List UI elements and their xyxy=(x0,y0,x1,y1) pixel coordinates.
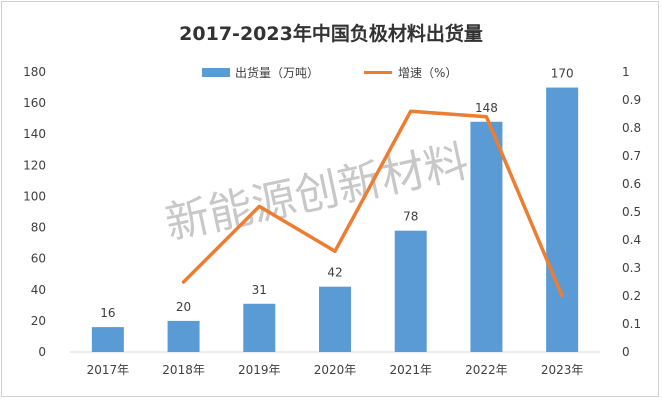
growth-line xyxy=(181,109,564,298)
y-left-tick-label: 120 xyxy=(23,158,46,172)
y-right-tick-label: 0.1 xyxy=(622,317,641,331)
y-right-tick-label: 0 xyxy=(622,345,630,359)
x-tick-label: 2019年 xyxy=(238,363,281,377)
x-tick-label: 2018年 xyxy=(162,363,205,377)
y-right-tick-label: 0.3 xyxy=(622,261,641,275)
y-left-tick-label: 0 xyxy=(38,345,46,359)
legend-line-label: 增速（%） xyxy=(398,66,457,80)
legend-bar-swatch xyxy=(202,68,230,77)
bar xyxy=(319,286,351,352)
y-right-tick-label: 0.5 xyxy=(622,205,641,219)
bar xyxy=(546,87,579,353)
y-left-tick-label: 80 xyxy=(31,221,46,235)
bar-data-label: 170 xyxy=(551,67,574,81)
bar xyxy=(470,121,503,353)
y-left-tick-label: 140 xyxy=(23,127,46,141)
bar-data-label: 31 xyxy=(252,283,267,297)
bar-data-label: 20 xyxy=(176,300,191,314)
x-tick-label: 2020年 xyxy=(314,363,357,377)
y-left-tick-label: 160 xyxy=(23,96,46,110)
legend-bar-label: 出货量（万吨） xyxy=(235,65,319,80)
x-tick-label: 2022年 xyxy=(465,363,508,377)
bar xyxy=(167,320,200,352)
y-left-tick-label: 180 xyxy=(23,65,46,79)
y-left-tick-label: 60 xyxy=(31,252,46,266)
y-right-tick-label: 1 xyxy=(622,65,630,79)
bar-data-label: 42 xyxy=(327,266,342,280)
x-tick-label: 2021年 xyxy=(389,363,432,377)
bar xyxy=(394,230,427,352)
y-right-tick-label: 0.8 xyxy=(622,121,641,135)
y-right-tick-label: 0.7 xyxy=(622,149,641,163)
x-tick-label: 2023年 xyxy=(541,363,584,377)
y-right-tick-label: 0.9 xyxy=(622,93,641,107)
y-left-tick-label: 100 xyxy=(23,189,46,203)
bar xyxy=(243,303,276,352)
plot-area: 02040608010012014016018000.10.20.30.40.5… xyxy=(23,65,641,377)
y-right-tick-label: 0.6 xyxy=(622,177,641,191)
bar-data-label: 78 xyxy=(403,210,418,224)
bar-data-label: 148 xyxy=(475,101,498,115)
bar-data-label: 16 xyxy=(100,306,115,320)
bar xyxy=(91,327,124,352)
y-left-tick-label: 40 xyxy=(31,283,46,297)
y-right-tick-label: 0.4 xyxy=(622,233,641,247)
legend: 出货量（万吨） 增速（%） xyxy=(202,65,457,80)
y-right-tick-label: 0.2 xyxy=(622,289,641,303)
y-left-tick-label: 20 xyxy=(31,314,46,328)
x-tick-label: 2017年 xyxy=(87,363,130,377)
chart-title: 2017-2023年中国负极材料出货量 xyxy=(179,22,483,45)
